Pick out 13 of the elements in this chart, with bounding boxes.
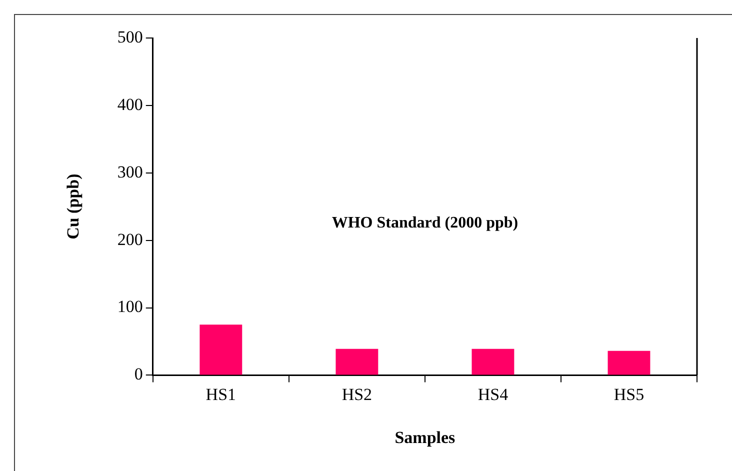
y-tick-label: 100 <box>117 297 143 316</box>
y-tick-label: 0 <box>134 364 143 384</box>
x-tick-label: HS5 <box>614 384 644 404</box>
x-axis-title: Samples <box>394 428 456 448</box>
annotation: WHO Standard (2000 ppb) <box>332 214 518 232</box>
y-tick-label: 300 <box>117 162 143 182</box>
y-axis-title: Cu (ppb) <box>64 174 83 240</box>
y-tick-label: 400 <box>117 94 143 114</box>
x-tick-label: HS2 <box>342 384 372 404</box>
y-tick-label: 200 <box>117 230 143 249</box>
y-tick-label: 500 <box>117 27 143 46</box>
x-tick-label: HS1 <box>206 384 236 404</box>
x-tick-label: HS4 <box>478 384 509 404</box>
